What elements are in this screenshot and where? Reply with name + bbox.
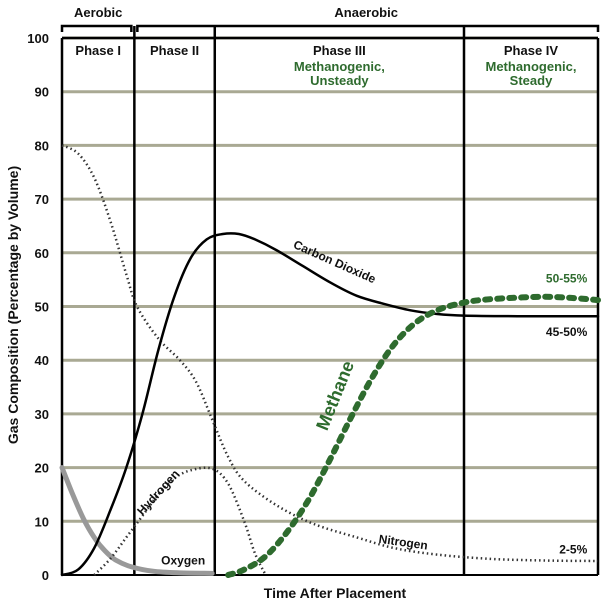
phase-title-phase-iii: Phase III (313, 43, 366, 58)
series-lines (59, 144, 601, 578)
annotation-carbon-dioxide: Carbon Dioxide (291, 237, 378, 286)
annotation-2-5: 2-5% (559, 543, 587, 557)
group-label-anaerobic: Anaerobic (334, 5, 398, 20)
phase-title-phase-i: Phase I (75, 43, 121, 58)
annotation-oxygen: Oxygen (161, 553, 205, 567)
annotation-45-50: 45-50% (546, 325, 588, 339)
series-line-oxygen (59, 465, 215, 576)
phase-title-phase-ii: Phase II (150, 43, 199, 58)
group-label-aerobic: Aerobic (74, 5, 122, 20)
y-tick-label: 10 (35, 514, 49, 529)
y-tick-label: 30 (35, 407, 49, 422)
x-axis-label: Time After Placement (264, 585, 407, 601)
phase-title-phase-iv: Phase IV (504, 43, 559, 58)
phase-subtitle: Steady (510, 73, 553, 88)
y-axis-label: Gas Composition (Percentage by Volume) (5, 166, 21, 444)
y-tick-label: 60 (35, 246, 49, 261)
series-line-methane (225, 293, 601, 578)
y-tick-label: 20 (35, 461, 49, 476)
y-tick-label: 70 (35, 192, 49, 207)
y-tick-label: 40 (35, 353, 49, 368)
phase-dividers (60, 24, 600, 576)
phase-subtitle: Unsteady (310, 73, 369, 88)
group-bracket (60, 24, 133, 32)
y-tick-label: 0 (42, 568, 49, 583)
annotation-nitrogen: Nitrogen (378, 532, 429, 553)
phase-subtitle: Methanogenic, (485, 59, 576, 74)
y-tick-label: 90 (35, 85, 49, 100)
grid-lines (62, 36, 598, 523)
series-line-carbon-dioxide (60, 232, 600, 577)
y-tick-label: 50 (35, 300, 49, 315)
annotation-hydrogen: Hydrogen (134, 467, 182, 518)
annotation-50-55: 50-55% (546, 271, 588, 285)
y-tick-label: 80 (35, 138, 49, 153)
phase-subtitle: Methanogenic, (294, 59, 385, 74)
group-bracket (136, 24, 600, 32)
series-line-hydrogen (93, 466, 267, 576)
y-tick-label: 100 (27, 31, 49, 46)
